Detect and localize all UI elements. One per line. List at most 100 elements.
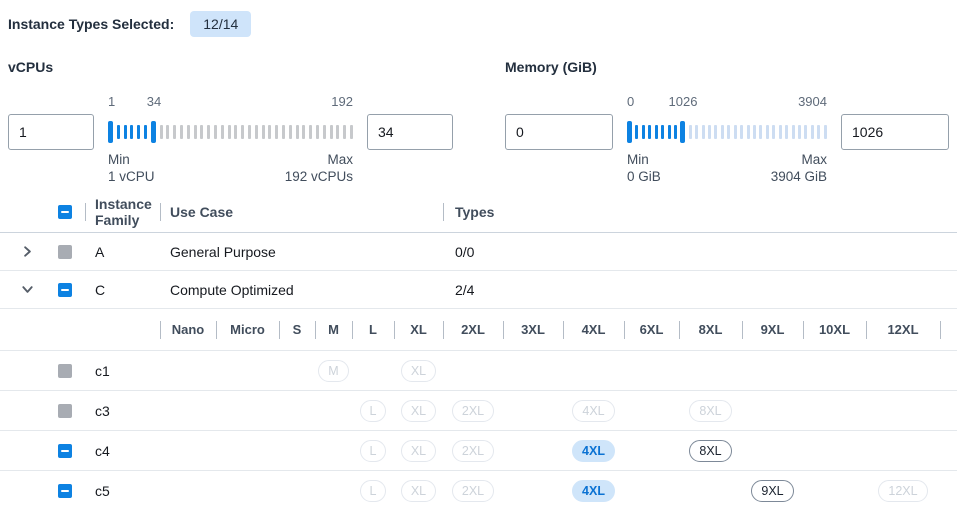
size-badge-4xl[interactable]: 4XL — [572, 439, 615, 462]
size-badge-2xl: 2XL — [451, 439, 495, 462]
size-badge-2xl: 2XL — [451, 479, 495, 502]
slider-tick — [349, 125, 353, 139]
instance-checkbox — [58, 363, 72, 378]
memory-slider: 0 1026 3904 Min 0 GiB Max 3904 GiB — [627, 94, 827, 185]
size-badge-8xl[interactable]: 8XL — [689, 439, 732, 462]
vcpus-max-label: Max — [327, 152, 353, 167]
memory-max-label: Max — [801, 152, 827, 167]
slider-tick — [179, 125, 183, 139]
selection-count-badge: 12/14 — [190, 11, 252, 37]
instance-checkbox[interactable] — [58, 443, 72, 458]
size-cell — [624, 351, 679, 390]
size-cell — [279, 391, 315, 430]
slider-tick — [254, 125, 258, 139]
size-column-label: M — [315, 309, 352, 350]
filters-section: vCPUs 1 34 192 Min 1 vCPU — [0, 58, 957, 185]
chevron-right-icon[interactable] — [20, 244, 35, 259]
column-separator — [352, 320, 353, 339]
column-separator — [279, 320, 280, 339]
size-column-label: 8XL — [679, 309, 742, 350]
slider-tick — [143, 125, 147, 139]
slider-handle[interactable] — [680, 121, 686, 143]
size-badge-12xl: 12XL — [878, 479, 928, 502]
slider-tick — [797, 125, 801, 139]
memory-min-label: Min — [627, 152, 649, 167]
size-cell — [624, 471, 679, 510]
column-separator — [940, 320, 941, 339]
size-cell: 4XL — [563, 431, 624, 470]
vcpus-min-input[interactable] — [8, 114, 94, 150]
chevron-down-icon[interactable] — [20, 282, 35, 297]
expand-cell — [0, 282, 48, 297]
vcpus-scale-current: 34 — [146, 94, 162, 109]
slider-tick — [778, 125, 782, 139]
size-badge-9xl[interactable]: 9XL — [751, 479, 794, 502]
slider-tick — [241, 125, 245, 139]
memory-max-input[interactable] — [841, 114, 949, 150]
size-cell: XL — [394, 471, 443, 510]
vcpus-filter-title: vCPUs — [8, 59, 54, 75]
memory-max-value: 3904 GiB — [770, 169, 827, 184]
memory-filter: Memory (GiB) 0 1026 3904 Min 0 GiB — [505, 58, 949, 185]
size-cell: XL — [394, 391, 443, 430]
table-header-row: Instance Family Use Case Types — [0, 191, 957, 233]
slider-tick — [261, 125, 265, 139]
slider-tick — [753, 125, 757, 139]
size-cell — [315, 391, 352, 430]
memory-captions: Min 0 GiB Max 3904 GiB — [627, 151, 827, 185]
slider-tick — [727, 125, 731, 139]
vcpus-min-value: 1 vCPU — [108, 169, 155, 184]
size-cell: XL — [394, 351, 443, 390]
memory-range-slider[interactable] — [627, 114, 827, 150]
slider-handle[interactable] — [627, 121, 632, 143]
size-badge-4xl[interactable]: 4XL — [572, 479, 615, 502]
column-separator — [315, 320, 316, 339]
vcpus-scale-end: 192 — [331, 94, 353, 109]
instance-checkbox[interactable] — [58, 483, 72, 498]
column-separator — [160, 320, 161, 339]
slider-tick — [137, 125, 141, 139]
size-column-label: 2XL — [443, 309, 503, 350]
size-cell — [803, 431, 866, 470]
slider-tick — [329, 125, 333, 139]
slider-handle[interactable] — [150, 121, 156, 143]
checkbox-cell — [48, 363, 85, 378]
size-cell: 8XL — [679, 391, 742, 430]
size-column-label: 10XL — [803, 309, 866, 350]
vcpus-max-input[interactable] — [367, 114, 453, 150]
vcpus-filter: vCPUs 1 34 192 Min 1 vCPU — [8, 58, 505, 185]
slider-tick — [227, 125, 231, 139]
size-column-label: 6XL — [624, 309, 679, 350]
slider-tick — [667, 125, 671, 139]
size-cell: 12XL — [866, 471, 940, 510]
vcpus-range-slider[interactable] — [108, 114, 353, 150]
family-checkbox[interactable] — [58, 282, 72, 297]
select-all-checkbox[interactable] — [58, 204, 72, 219]
column-separator — [803, 320, 804, 339]
slider-tick — [186, 125, 190, 139]
slider-tick — [295, 125, 299, 139]
size-column-label: Nano — [160, 309, 216, 350]
instance-name: c5 — [95, 482, 110, 499]
slider-tick — [714, 125, 718, 139]
size-column-label: Micro — [216, 309, 279, 350]
instance-checkbox — [58, 403, 72, 418]
size-cell: 8XL — [679, 431, 742, 470]
slider-tick — [343, 125, 347, 139]
size-cell — [866, 431, 940, 470]
column-separator — [563, 320, 564, 339]
memory-min-input[interactable] — [505, 114, 613, 150]
size-cell — [563, 351, 624, 390]
slider-tick — [804, 125, 808, 139]
size-cell — [624, 391, 679, 430]
use-case: General Purpose — [170, 243, 276, 260]
slider-handle[interactable] — [108, 121, 113, 143]
slider-tick — [654, 125, 658, 139]
slider-tick — [315, 125, 319, 139]
size-cell — [443, 351, 503, 390]
size-cell — [216, 351, 279, 390]
size-badge-2xl: 2XL — [451, 399, 495, 422]
column-header-types: Types — [455, 203, 495, 220]
size-cell — [866, 391, 940, 430]
slider-tick — [759, 125, 763, 139]
